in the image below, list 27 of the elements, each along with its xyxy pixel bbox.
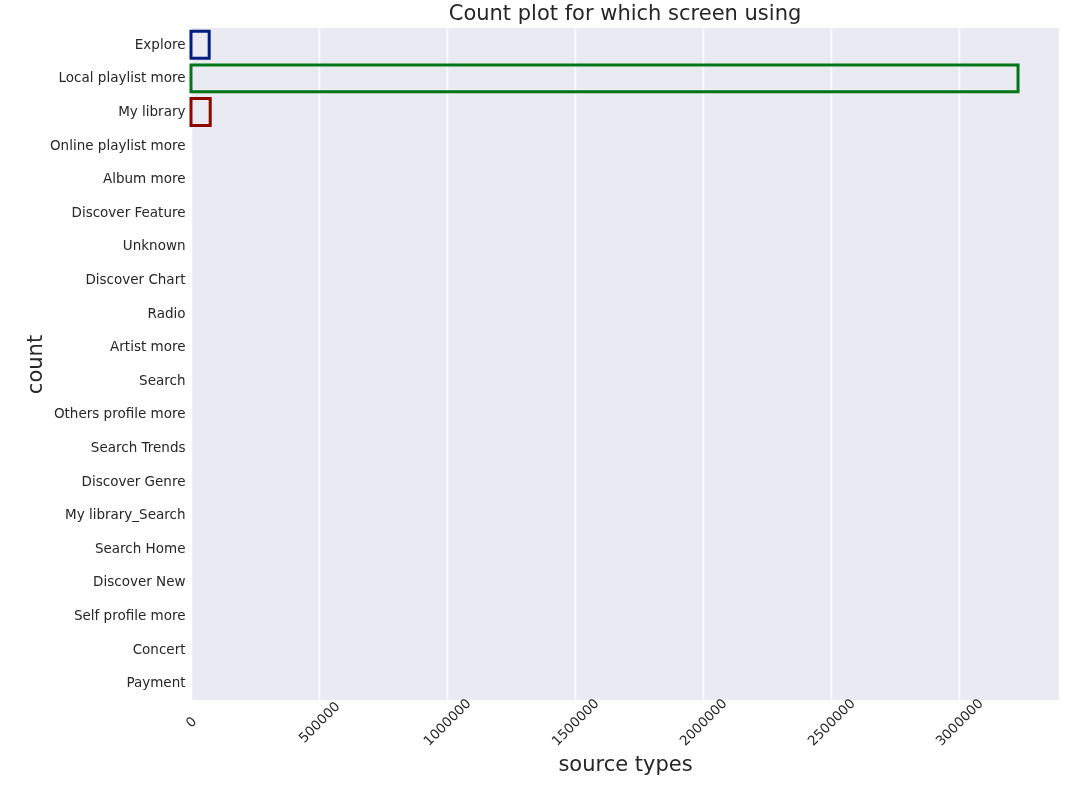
- x-tick-label: 0: [182, 713, 200, 731]
- y-tick-label: Discover Feature: [71, 203, 186, 220]
- y-tick-label: Discover Chart: [85, 271, 186, 287]
- y-axis-title: count: [22, 334, 47, 395]
- y-tick-label: Search Trends: [90, 439, 186, 455]
- y-tick-label: Discover Genre: [81, 472, 186, 489]
- chart-title: Count plot for which screen using: [448, 1, 802, 25]
- bar: [189, 29, 211, 60]
- y-tick-label: Others profile more: [53, 405, 186, 422]
- y-tick-label: Online playlist more: [49, 136, 186, 153]
- y-tick-label: Explore: [134, 35, 186, 52]
- y-tick-label: My library_Search: [65, 506, 186, 523]
- y-tick-label: Self profile more: [73, 607, 186, 623]
- y-tick-label: Discover New: [93, 573, 186, 590]
- y-tick-label: Local playlist more: [58, 69, 186, 86]
- y-tick-label: Search: [139, 371, 186, 388]
- y-tick-label: Concert: [132, 640, 186, 657]
- bar: [189, 97, 212, 127]
- y-tick-label: Album more: [102, 170, 186, 187]
- bar: [189, 63, 1020, 94]
- y-tick-label: Radio: [147, 304, 186, 321]
- y-tick-label: My library: [118, 103, 186, 119]
- y-tick-label: Artist more: [110, 338, 186, 355]
- y-tick-label: Unknown: [122, 237, 186, 254]
- x-axis-title: source types: [558, 752, 693, 777]
- y-tick-label: Payment: [126, 674, 186, 691]
- y-tick-label: Search Home: [94, 539, 186, 556]
